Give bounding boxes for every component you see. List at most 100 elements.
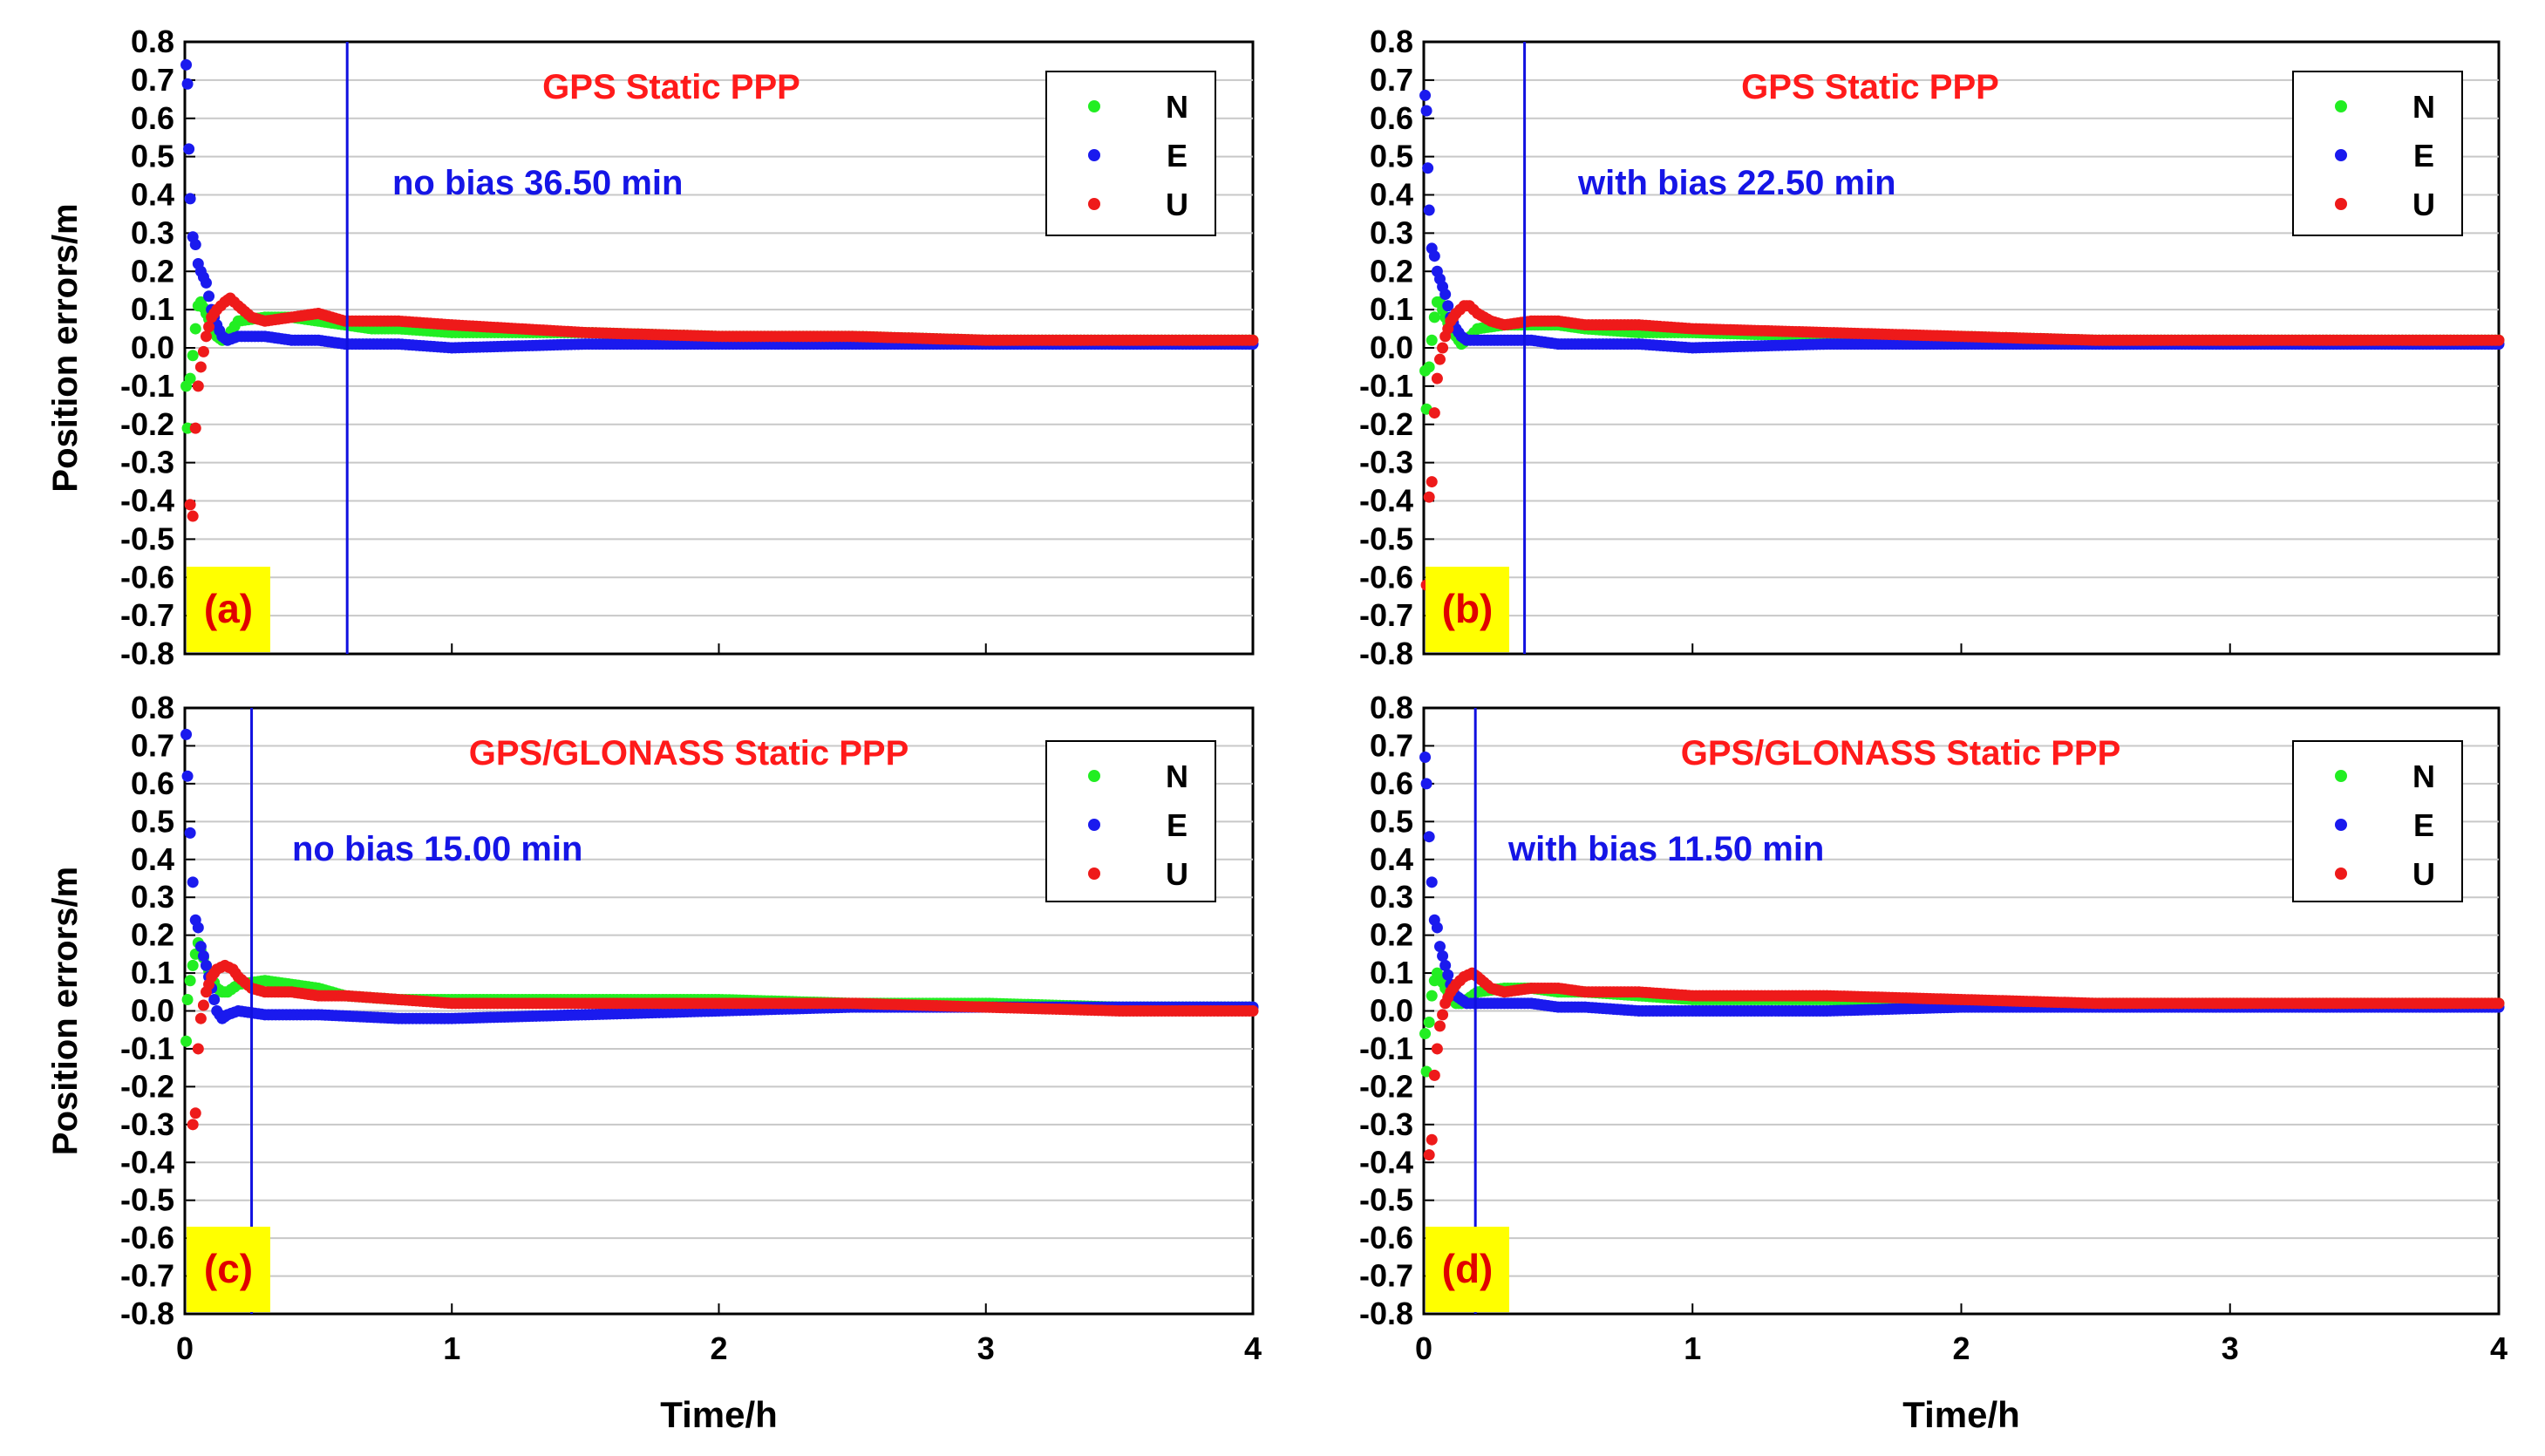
trace-point-u — [1454, 975, 1466, 987]
y-tick-label: -0.4 — [1359, 1144, 1413, 1180]
x-axis-label: Time/h — [1902, 1394, 2020, 1435]
y-tick-label: 0.0 — [131, 330, 174, 365]
trace-point-u — [1243, 334, 1255, 346]
y-tick-label: -0.4 — [120, 1144, 174, 1180]
data-point-u — [1423, 1149, 1435, 1161]
y-tick-label: -0.3 — [120, 1106, 174, 1142]
y-tick-label: 0.7 — [1370, 62, 1413, 98]
trace-point-u — [2489, 997, 2501, 1010]
trace-point-u — [208, 308, 221, 320]
y-tick-label: -0.6 — [1359, 559, 1413, 595]
chart-panel-1: 0.80.70.60.50.40.30.20.10.0-0.1-0.2-0.3-… — [46, 24, 1259, 671]
data-point-u — [201, 330, 212, 343]
panel-tag: (a) — [204, 586, 253, 631]
data-point-n — [1428, 311, 1440, 323]
x-tick-label: 1 — [1684, 1330, 1701, 1366]
chart-title: GPS/GLONASS Static PPP — [1681, 734, 2121, 772]
data-point-u — [184, 499, 196, 511]
legend-label-n: N — [2412, 759, 2435, 794]
data-point-e — [181, 770, 194, 782]
x-axis-label: Time/h — [660, 1394, 778, 1435]
y-axis-label: Position errors/m — [46, 867, 85, 1155]
y-tick-label: 0.1 — [1370, 955, 1413, 990]
data-point-e — [1423, 204, 1435, 216]
data-point-u — [1431, 1043, 1443, 1055]
y-tick-label: -0.2 — [120, 1068, 174, 1104]
y-tick-label: 0.0 — [131, 993, 174, 1029]
chart-panel-2: 0.80.70.60.50.40.30.20.10.0-0.1-0.2-0.3-… — [1359, 24, 2505, 671]
legend-label-u: U — [1166, 187, 1188, 222]
panel-tag: (b) — [1442, 586, 1494, 631]
trace-point-e — [208, 993, 221, 1005]
data-point-n — [180, 1035, 193, 1047]
trace-point-e — [197, 271, 209, 283]
data-point-e — [180, 58, 193, 71]
legend-marker-n — [2335, 100, 2347, 112]
data-point-u — [1428, 407, 1440, 419]
trace-point-u — [203, 978, 215, 990]
data-point-n — [1419, 1028, 1432, 1040]
x-tick-label: 1 — [443, 1330, 460, 1366]
convergence-annotation: with bias 11.50 min — [1507, 830, 1824, 868]
legend-marker-n — [2335, 770, 2347, 782]
y-tick-label: 0.4 — [1370, 841, 1413, 877]
y-tick-label: -0.4 — [120, 483, 174, 519]
y-tick-label: -0.7 — [120, 1258, 174, 1294]
panel-tag-box — [187, 567, 270, 652]
y-tick-label: 0.7 — [1370, 727, 1413, 763]
data-point-n — [189, 323, 201, 335]
data-point-u — [1428, 1069, 1440, 1081]
legend-label-e: E — [1167, 138, 1187, 173]
chart-panel-3: 0.80.70.60.50.40.30.20.10.0-0.1-0.2-0.3-… — [46, 690, 1262, 1435]
legend-marker-u — [1088, 867, 1100, 880]
trace-point-u — [1442, 323, 1454, 335]
y-tick-label: 0.2 — [1370, 917, 1413, 953]
x-tick-label: 4 — [1244, 1330, 1262, 1366]
data-point-n — [187, 959, 199, 971]
legend-label-e: E — [2413, 138, 2434, 173]
y-tick-label: 0.5 — [131, 803, 174, 839]
data-point-e — [1423, 831, 1435, 843]
x-tick-label: 4 — [2490, 1330, 2508, 1366]
trace-point-u — [214, 962, 227, 974]
data-point-e — [1428, 250, 1440, 262]
y-tick-label: -0.8 — [120, 1296, 174, 1331]
y-tick-label: -0.7 — [120, 597, 174, 633]
chart-panel-4: 0.80.70.60.50.40.30.20.10.0-0.1-0.2-0.3-… — [1359, 690, 2508, 1435]
y-tick-label: 0.3 — [131, 879, 174, 915]
y-tick-label: 0.8 — [1370, 690, 1413, 725]
legend-label-u: U — [2412, 187, 2435, 222]
y-tick-label: -0.1 — [1359, 368, 1413, 404]
y-tick-label: 0.5 — [1370, 139, 1413, 174]
legend-label-n: N — [2412, 89, 2435, 125]
y-tick-label: 0.2 — [1370, 253, 1413, 289]
y-tick-label: -0.6 — [120, 1220, 174, 1255]
trace-point-u — [203, 321, 215, 333]
y-tick-label: 0.3 — [131, 214, 174, 250]
data-point-u — [189, 422, 201, 434]
chart-title: GPS/GLONASS Static PPP — [469, 734, 909, 772]
data-point-u — [187, 510, 199, 522]
legend-marker-u — [2335, 198, 2347, 210]
y-tick-label: 0.3 — [1370, 879, 1413, 915]
legend-marker-e — [2335, 819, 2347, 831]
y-tick-label: -0.1 — [120, 368, 174, 404]
data-point-u — [187, 1119, 199, 1131]
legend-marker-n — [1088, 770, 1100, 782]
data-point-n — [184, 975, 196, 987]
y-tick-label: -0.5 — [120, 520, 174, 556]
y-tick-label: 0.8 — [131, 690, 174, 725]
data-point-e — [1419, 89, 1432, 101]
series-u — [1423, 967, 2505, 1161]
trace-point-u — [197, 999, 209, 1011]
panel-tag: (d) — [1442, 1246, 1494, 1291]
data-point-u — [192, 380, 204, 392]
data-point-e — [201, 959, 212, 971]
data-point-e — [1422, 162, 1434, 174]
y-tick-label: -0.5 — [1359, 1182, 1413, 1218]
y-tick-label: 0.8 — [131, 24, 174, 59]
trace-point-u — [1442, 991, 1454, 1004]
y-tick-label: -0.1 — [120, 1031, 174, 1066]
y-tick-label: 0.2 — [131, 917, 174, 953]
y-tick-label: -0.5 — [120, 1182, 174, 1218]
